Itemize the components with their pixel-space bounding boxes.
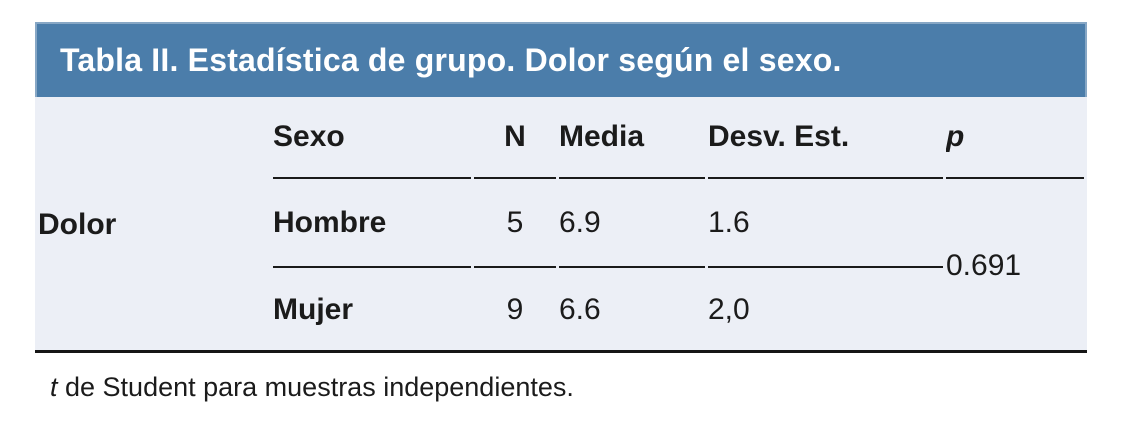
row-group-label: Dolor (38, 207, 117, 241)
col-header-media: Media (559, 97, 705, 179)
cell-sexo-mujer: Mujer (273, 293, 354, 326)
cell-desv-mujer: 2,0 (708, 293, 750, 326)
cell-desv-hombre: 1.6 (708, 179, 943, 268)
footnote-t-symbol: t (50, 372, 58, 402)
col-header-desv: Desv. Est. (708, 97, 943, 179)
table-footnote: t de Student para muestras independiente… (50, 372, 574, 403)
col-header-sexo: Sexo (273, 97, 471, 179)
cell-media-mujer: 6.6 (559, 293, 601, 326)
cell-p-value: 0.691 (946, 248, 1022, 282)
table-body: Dolor Sexo N Media Desv. Est. p Hombre 5… (35, 97, 1087, 353)
cell-n-hombre: 5 (474, 179, 556, 268)
cell-sexo-hombre: Hombre (273, 179, 471, 268)
cell-media-hombre: 6.9 (559, 179, 705, 268)
cell-n-mujer: 9 (506, 293, 524, 326)
stats-table: Dolor Sexo N Media Desv. Est. p Hombre 5… (35, 97, 1087, 352)
footnote-text: de Student para muestras independientes. (57, 372, 574, 402)
col-header-n: N (474, 97, 556, 179)
table-row-hombre: Hombre 5 6.9 1.6 0.691 (38, 179, 1084, 282)
table-row-mujer: Mujer 9 6.6 2,0 (38, 268, 1084, 352)
column-header-row: Dolor Sexo N Media Desv. Est. p (38, 97, 1084, 241)
col-header-p: p (946, 97, 1084, 179)
table-title: Tabla II. Estadística de grupo. Dolor se… (60, 42, 842, 78)
table-title-bar: Tabla II. Estadística de grupo. Dolor se… (35, 22, 1087, 97)
